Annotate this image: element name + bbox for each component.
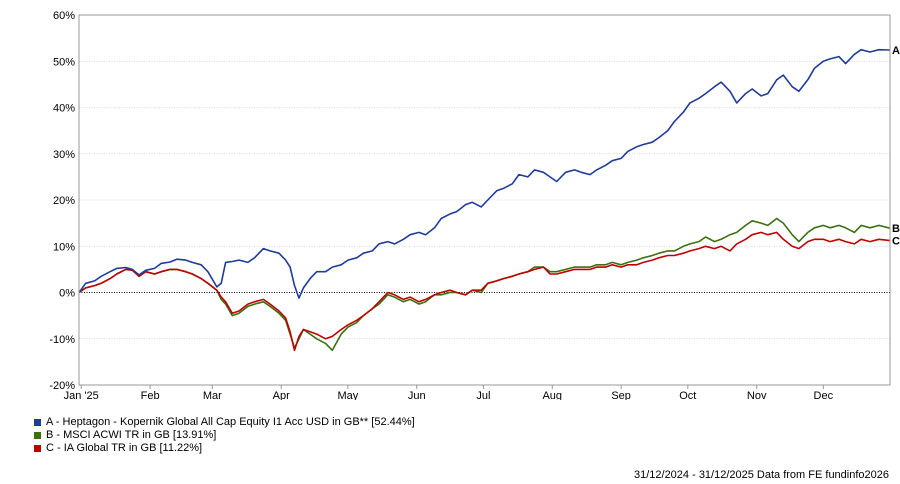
series-line-a xyxy=(78,48,891,299)
x-tick-label: Sep xyxy=(611,390,631,400)
gridlines xyxy=(79,60,890,340)
x-tick-label: Oct xyxy=(679,390,696,400)
y-tick-label: 40% xyxy=(53,103,75,115)
y-tick-label: 10% xyxy=(53,241,75,253)
y-axis-ticks: -20% -10% 0% 10% 20% 30% 40% 50% 60% xyxy=(49,10,75,392)
legend: A - Heptagon - Kopernik Global All Cap E… xyxy=(34,416,415,455)
series-end-label-b: B xyxy=(892,223,900,235)
series-lines xyxy=(78,48,891,352)
legend-item-c: C - IA Global TR in GB [11.22%] xyxy=(34,442,415,455)
y-tick-label: 50% xyxy=(53,56,75,68)
series-end-labels: A BC xyxy=(892,45,900,248)
x-tick-label: Mar xyxy=(203,390,222,400)
legend-label-a: A - Heptagon - Kopernik Global All Cap E… xyxy=(46,416,415,429)
x-tick-label: Aug xyxy=(542,390,562,400)
line-chart: -20% -10% 0% 10% 20% 30% 40% 50% 60% Jan '25 Feb M… xyxy=(49,10,900,400)
legend-label-b: B - MSCI ACWI TR in GB [13.91%] xyxy=(46,429,217,442)
plot-frame xyxy=(78,14,891,386)
x-tick-label: Nov xyxy=(747,390,767,400)
y-tick-label: -20% xyxy=(49,380,75,392)
legend-swatch-a xyxy=(34,419,41,426)
x-axis-ticks: Jan '25 Feb Mar Apr May Jun Jul Aug Sep Oct Nov Dec xyxy=(64,385,834,400)
footer-source-note: 31/12/2024 - 31/12/2025 Data from FE fun… xyxy=(633,469,889,481)
x-tick-label: Dec xyxy=(814,390,834,400)
legend-swatch-c xyxy=(34,445,41,452)
x-tick-label: Apr xyxy=(273,390,290,400)
legend-item-a: A - Heptagon - Kopernik Global All Cap E… xyxy=(34,416,415,429)
x-tick-label: May xyxy=(337,390,358,400)
legend-swatch-b xyxy=(34,432,41,439)
y-tick-label: -10% xyxy=(49,334,75,346)
legend-label-c: C - IA Global TR in GB [11.22%] xyxy=(46,442,203,455)
y-tick-label: 0% xyxy=(59,288,75,300)
series-end-label-a: A xyxy=(892,45,900,57)
y-tick-label: 20% xyxy=(53,195,75,207)
legend-item-b: B - MSCI ACWI TR in GB [13.91%] xyxy=(34,429,415,442)
x-tick-label: Feb xyxy=(141,390,160,400)
series-end-label-c: C xyxy=(892,236,900,248)
x-tick-label: Jul xyxy=(476,390,490,400)
series-line-c xyxy=(78,231,891,352)
y-tick-label: 30% xyxy=(53,149,75,161)
x-tick-label: Jan '25 xyxy=(64,390,99,400)
y-tick-label: 60% xyxy=(53,10,75,22)
x-tick-label: Jun xyxy=(408,390,426,400)
series-line-b xyxy=(78,217,891,352)
